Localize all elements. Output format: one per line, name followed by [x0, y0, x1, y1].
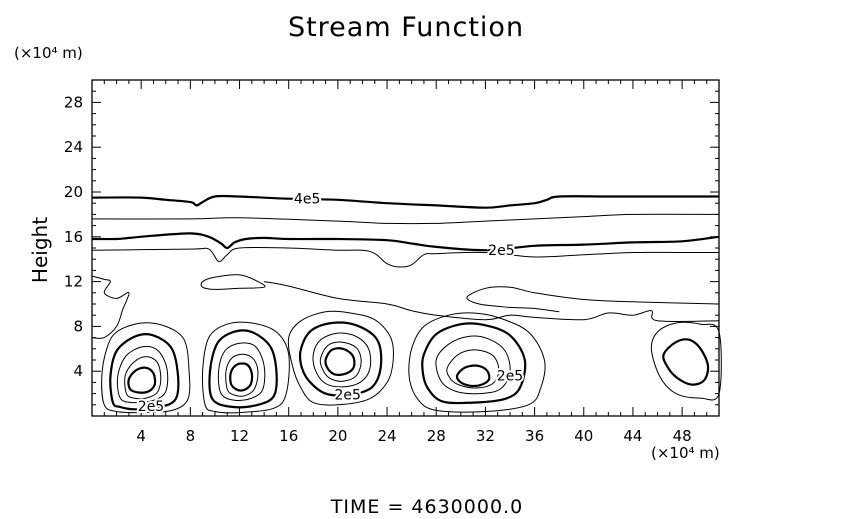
y-tick-label-20: 20	[64, 183, 83, 201]
y-tick-label-28: 28	[64, 93, 83, 111]
contour-line-19	[298, 321, 383, 397]
contour-line-16	[225, 353, 259, 397]
contour-label-2: 2e5	[334, 388, 360, 404]
x-tick-label-44: 44	[623, 427, 642, 445]
contour-line-6	[264, 281, 720, 323]
contour-line-27	[455, 364, 491, 388]
contour-line-9	[109, 333, 180, 411]
contour-line-26	[446, 349, 500, 389]
contour-lines	[91, 194, 722, 414]
contour-line-17	[229, 362, 254, 392]
y-axis-unit: (×10⁴ m)	[14, 44, 83, 62]
contour-line-23	[408, 312, 546, 413]
contour-line-29	[662, 338, 710, 386]
contour-line-3	[91, 246, 719, 268]
contour-label-4: 2e5	[138, 399, 164, 415]
contour-line-25	[435, 335, 511, 395]
y-tick-label-4: 4	[73, 362, 83, 380]
contour-line-7	[466, 286, 720, 313]
x-tick-label-40: 40	[574, 427, 593, 445]
x-tick-label-12: 12	[230, 427, 249, 445]
contour-line-11	[124, 356, 162, 400]
contour-line-10	[116, 345, 169, 404]
x-tick-label-36: 36	[525, 427, 544, 445]
chart-title: Stream Function	[287, 12, 525, 43]
time-footer: TIME = 4630000.0	[330, 496, 524, 518]
contour-line-5	[200, 274, 266, 290]
x-tick-label-28: 28	[427, 427, 446, 445]
contour-line-24	[421, 322, 527, 405]
y-tick-label-8: 8	[73, 317, 83, 335]
plot-frame	[91, 79, 720, 417]
contour-line-12	[127, 366, 157, 394]
x-tick-label-16: 16	[279, 427, 298, 445]
contour-line-1	[91, 213, 720, 225]
x-axis-unit: (×10⁴ m)	[651, 444, 720, 462]
contour-label-0: 4e5	[294, 192, 320, 208]
y-tick-label-12: 12	[64, 273, 83, 291]
y-tick-label-16: 16	[64, 228, 83, 246]
contour-line-2	[91, 232, 720, 252]
x-tick-label-8: 8	[186, 427, 196, 445]
x-tick-label-20: 20	[328, 427, 347, 445]
contour-label-1: 2e5	[488, 243, 514, 259]
contour-line-28	[650, 321, 722, 401]
contour-line-15	[217, 342, 266, 402]
contour-line-4	[91, 275, 130, 339]
y-axis-label: Height	[28, 216, 52, 284]
contour-line-0	[91, 194, 719, 209]
x-tick-label-48: 48	[673, 427, 692, 445]
contour-line-18	[287, 310, 394, 406]
x-tick-label-4: 4	[136, 427, 146, 445]
contour-line-13	[201, 321, 290, 414]
contour-level-labels: 4e5 2e5 2e5 2e5 2e5	[136, 190, 525, 417]
contour-line-14	[208, 329, 278, 409]
y-tick-label-24: 24	[64, 138, 83, 156]
x-tick-label-32: 32	[476, 427, 495, 445]
contour-line-22	[324, 347, 356, 376]
x-tick-label-24: 24	[378, 427, 397, 445]
contour-label-3: 2e5	[497, 369, 523, 385]
contour-line-21	[319, 341, 362, 382]
contour-line-20	[312, 332, 372, 388]
